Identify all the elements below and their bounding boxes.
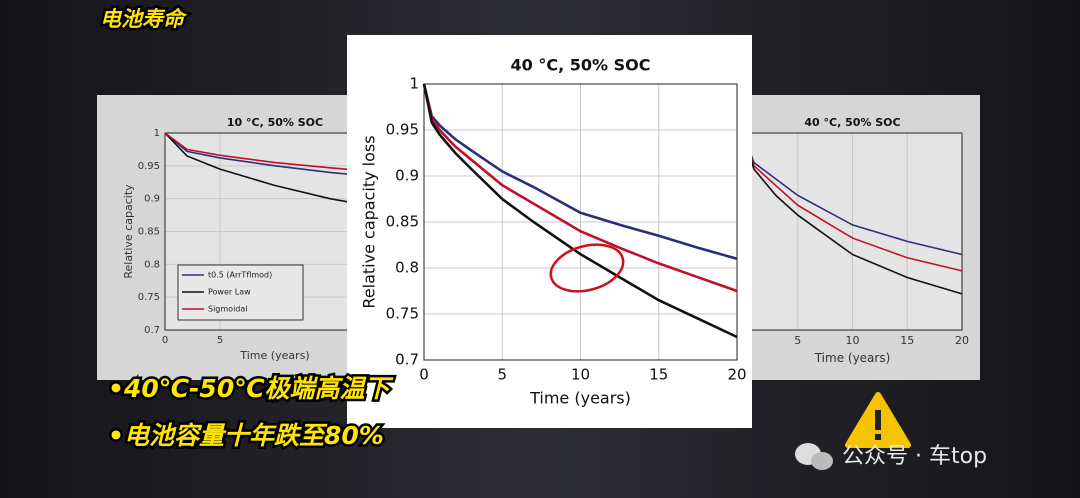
y-tick-label: 1 bbox=[409, 75, 419, 93]
x-tick-label: 15 bbox=[649, 366, 668, 384]
y-tick-label: 0.75 bbox=[386, 305, 419, 323]
y-tick-label: 0.85 bbox=[386, 213, 419, 231]
series-line bbox=[422, 83, 738, 293]
x-tick-label: 5 bbox=[497, 366, 507, 384]
y-tick-label: 0.7 bbox=[395, 351, 419, 369]
x-tick-label: 20 bbox=[955, 334, 969, 347]
header: 电池寿命 bbox=[100, 7, 188, 31]
y-tick-label: 0.75 bbox=[138, 292, 160, 303]
watermark: 公众号 · 车top bbox=[842, 444, 987, 469]
y-tick-label: 0.9 bbox=[395, 167, 419, 185]
chart: 0.7 0.75 0.8 0.85 0.9 0.95 1 0 5 10 °C, 50% SOC Ti… bbox=[97, 95, 386, 380]
y-axis-label: Relative capacity loss bbox=[360, 135, 379, 308]
x-axis-label: Time (years) bbox=[529, 389, 631, 408]
y-tick-label: 0.95 bbox=[386, 121, 419, 139]
y-tick-label: 0.95 bbox=[138, 161, 160, 172]
chart-title: 40 °C, 50% SOC bbox=[511, 56, 651, 75]
chart-title: 10 °C, 50% SOC bbox=[227, 116, 323, 129]
chart-title: 40 °C, 50% SOC bbox=[804, 116, 900, 129]
x-axis-label: Time (years) bbox=[814, 351, 891, 365]
x-tick-label: 0 bbox=[162, 335, 168, 346]
x-tick-label: 10 bbox=[571, 366, 590, 384]
y-tick-label: 0.8 bbox=[395, 259, 419, 277]
series-line bbox=[742, 132, 963, 256]
legend-label: Sigmoidal bbox=[208, 305, 248, 314]
x-tick-label: 5 bbox=[794, 334, 801, 347]
x-tick-label: 20 bbox=[727, 366, 746, 384]
annotation-circle bbox=[549, 243, 625, 293]
x-tick-label: 0 bbox=[419, 366, 429, 384]
legend-label: t0.5 (ArrTflmod) bbox=[208, 271, 272, 280]
series-line bbox=[422, 83, 738, 261]
chart: 5 10 15 20 40 °C, 50% SOC Time (years) bbox=[742, 95, 980, 380]
watermark-icon bbox=[795, 443, 833, 470]
series-line bbox=[164, 132, 386, 174]
series-line bbox=[422, 83, 738, 339]
y-tick-label: 0.7 bbox=[144, 325, 160, 336]
caption: •电池容量十年跌至80% bbox=[108, 421, 384, 450]
series-line bbox=[742, 132, 963, 272]
caption: •40℃-50℃极端高温下 bbox=[108, 374, 394, 403]
y-tick-label: 0.85 bbox=[138, 227, 160, 238]
x-tick-label: 5 bbox=[217, 335, 223, 346]
y-axis-label: Relative capacity bbox=[122, 184, 135, 279]
series-line bbox=[742, 132, 963, 295]
y-tick-label: 1 bbox=[154, 128, 160, 139]
series-line bbox=[164, 132, 386, 179]
x-tick-label: 10 bbox=[846, 334, 860, 347]
legend-label: Power Law bbox=[208, 288, 251, 297]
x-tick-label: 15 bbox=[900, 334, 914, 347]
x-axis-label: Time (years) bbox=[239, 349, 309, 362]
y-tick-label: 0.8 bbox=[144, 259, 160, 270]
y-tick-label: 0.9 bbox=[144, 194, 160, 205]
plot-frame bbox=[423, 83, 738, 361]
warning-icon bbox=[845, 392, 911, 448]
series-line bbox=[164, 132, 386, 210]
